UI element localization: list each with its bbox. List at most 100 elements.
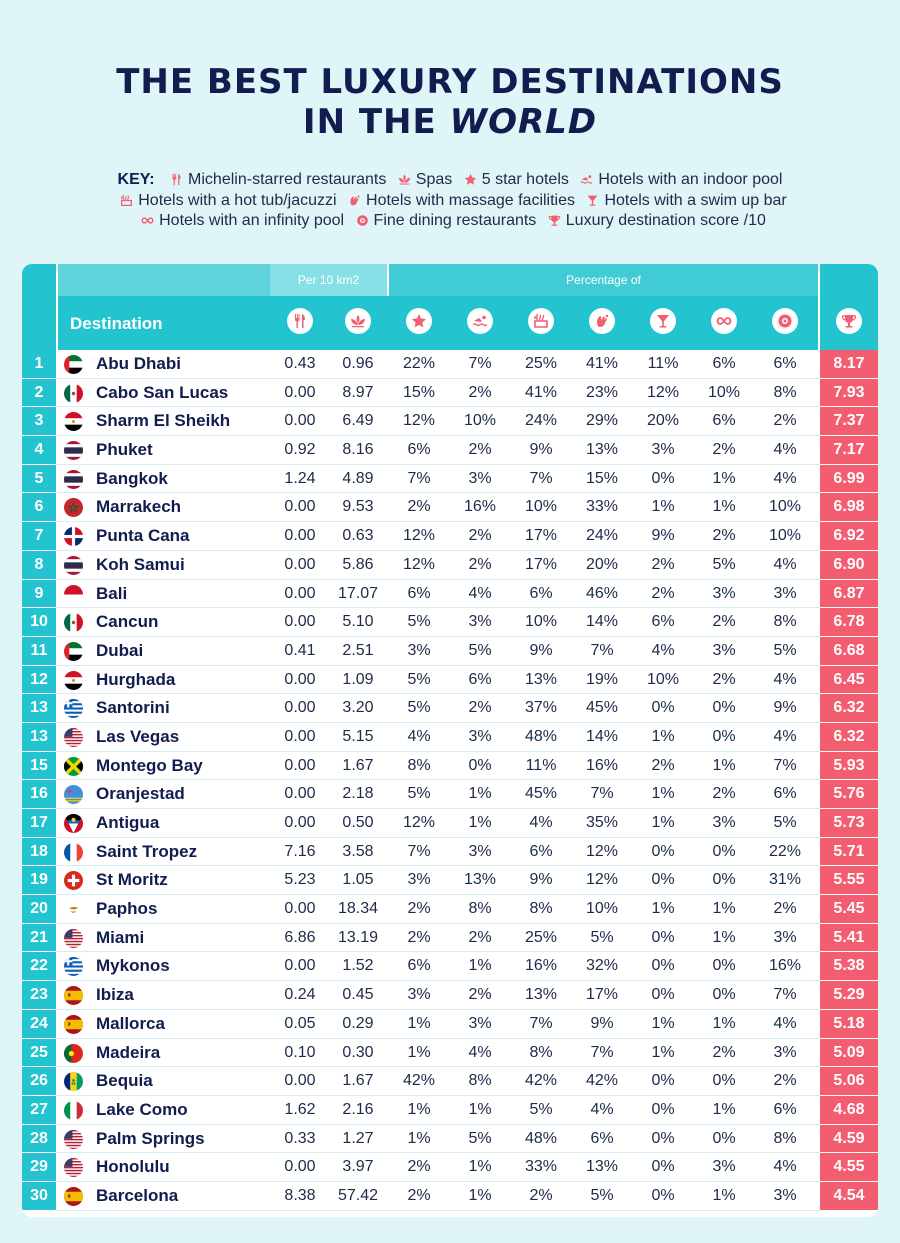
ranking-table: Destination Per 10 km2 Percentage of 1 Ab… bbox=[22, 264, 878, 1217]
value-cell: 42% bbox=[402, 1072, 436, 1090]
value-cell: 12% bbox=[585, 842, 619, 860]
value-cell: 3% bbox=[468, 613, 492, 631]
value-cell: 2% bbox=[529, 1186, 553, 1204]
value-cell: 3% bbox=[712, 1158, 736, 1176]
value-cell: 2% bbox=[651, 584, 675, 602]
star-icon bbox=[406, 308, 432, 334]
key-item-label: Michelin-starred restaurants bbox=[188, 171, 387, 188]
value-cell: 9% bbox=[651, 527, 675, 545]
value-cell: 6% bbox=[773, 1100, 797, 1118]
value-cell: 24% bbox=[585, 527, 619, 545]
flag-uae-icon bbox=[64, 641, 83, 661]
trophy-icon bbox=[836, 308, 862, 334]
value-cell: 20% bbox=[585, 555, 619, 573]
rank-cell: 8 bbox=[22, 550, 56, 579]
value-cell: 0% bbox=[712, 727, 736, 745]
title-line-1: THE BEST LUXURY DESTINATIONS bbox=[116, 62, 784, 102]
value-cell: 1% bbox=[651, 727, 675, 745]
value-cell: 11% bbox=[647, 355, 679, 372]
value-cell: 2% bbox=[773, 900, 797, 918]
value-cell: 3% bbox=[712, 584, 736, 602]
value-cell: 1% bbox=[651, 785, 675, 803]
score-cell: 6.87 bbox=[820, 579, 878, 608]
value-cell: 0% bbox=[651, 928, 675, 946]
value-cell: 0% bbox=[651, 469, 675, 487]
rank-cell: 10 bbox=[22, 608, 56, 636]
value-cell: 0.00 bbox=[284, 670, 316, 688]
value-cell: 4.89 bbox=[342, 469, 374, 487]
destination-name: Hurghada bbox=[96, 669, 176, 689]
value-cell: 1% bbox=[468, 957, 492, 975]
row-divider bbox=[56, 1123, 820, 1125]
value-cell: 5% bbox=[590, 928, 614, 946]
score-cell: 6.45 bbox=[820, 665, 878, 694]
value-cell: 3% bbox=[468, 842, 492, 860]
rank-cell: 1 bbox=[22, 350, 56, 378]
key-item-label: Hotels with an infinity pool bbox=[159, 212, 345, 229]
value-cell: 10% bbox=[768, 527, 802, 545]
row-divider bbox=[56, 865, 820, 867]
value-cell: 10% bbox=[524, 498, 558, 516]
value-cell: 5.15 bbox=[342, 727, 374, 745]
table-row: 21 Miami 6.86 13.19 2% 2% 25% 5% 0% 1% 3% 5.41 bbox=[22, 923, 878, 953]
row-divider bbox=[56, 1008, 820, 1010]
value-cell: 0.00 bbox=[284, 699, 316, 717]
flag-usa-icon bbox=[64, 1129, 83, 1149]
value-cell: 0.05 bbox=[284, 1014, 316, 1032]
value-cell: 0% bbox=[468, 756, 492, 774]
value-cell: 0.00 bbox=[284, 756, 316, 774]
flag-antigua-icon bbox=[64, 814, 83, 833]
value-cell: 2% bbox=[712, 527, 736, 545]
value-cell: 2% bbox=[468, 928, 492, 946]
destination-header-top bbox=[58, 264, 270, 296]
massage-hand-icon bbox=[347, 194, 362, 207]
row-divider bbox=[56, 492, 820, 494]
value-cell: 4% bbox=[407, 727, 431, 745]
swimmer-icon bbox=[467, 308, 493, 334]
hot-tub-icon bbox=[528, 308, 554, 334]
value-cell: 2% bbox=[468, 555, 492, 573]
value-cell: 1.67 bbox=[342, 756, 374, 774]
table-row: 16 Oranjestad 0.00 2.18 5% 1% 45% 7% 1% 2% 6% 5.76 bbox=[22, 780, 878, 809]
flag-usa-icon bbox=[64, 1158, 83, 1178]
value-cell: 2% bbox=[407, 498, 431, 516]
destination-name: Lake Como bbox=[96, 1099, 188, 1119]
value-cell: 1% bbox=[651, 814, 675, 831]
value-cell: 8% bbox=[773, 613, 797, 631]
value-cell: 13.19 bbox=[337, 928, 379, 946]
value-cell: 2% bbox=[712, 670, 736, 688]
value-cell: 25% bbox=[524, 928, 558, 946]
value-cell: 0% bbox=[712, 986, 736, 1004]
cocktail-icon bbox=[585, 194, 600, 207]
value-cell: 2.51 bbox=[342, 641, 374, 659]
per-area-header bbox=[270, 264, 387, 296]
flag-portugal-icon bbox=[64, 1043, 83, 1063]
value-cell: 8.38 bbox=[284, 1186, 316, 1204]
score-cell: 5.29 bbox=[820, 981, 878, 1009]
rank-cell: 6 bbox=[22, 493, 56, 522]
value-cell: 2% bbox=[651, 756, 675, 774]
rank-cell: 17 bbox=[22, 809, 56, 837]
value-cell: 1% bbox=[407, 1043, 431, 1061]
flag-spain-icon bbox=[64, 1014, 83, 1034]
value-cell: 5% bbox=[468, 1129, 492, 1147]
value-cell: 6% bbox=[590, 1129, 614, 1147]
flag-svg-icon bbox=[64, 1072, 83, 1092]
value-cell: 1.24 bbox=[284, 469, 316, 487]
key-item-label: Fine dining restaurants bbox=[373, 212, 537, 229]
row-divider bbox=[56, 463, 820, 465]
value-cell: 0.00 bbox=[284, 957, 316, 975]
table-row: 22 Mykonos 0.00 1.52 6% 1% 16% 32% 0% 0% 16% 5.38 bbox=[22, 952, 878, 982]
score-cell: 5.06 bbox=[820, 1067, 878, 1095]
rank-cell: 29 bbox=[22, 1153, 56, 1181]
value-cell: 0% bbox=[712, 957, 736, 975]
rank-cell: 27 bbox=[22, 1095, 56, 1124]
destination-name: Marrakech bbox=[96, 497, 182, 517]
row-divider bbox=[56, 435, 820, 437]
flag-italy-icon bbox=[64, 1100, 83, 1120]
value-cell: 1% bbox=[712, 1014, 736, 1032]
value-cell: 7% bbox=[407, 842, 431, 860]
value-cell: 0% bbox=[712, 871, 736, 889]
value-cell: 3% bbox=[712, 641, 736, 659]
destination-name: Dubai bbox=[96, 640, 144, 660]
